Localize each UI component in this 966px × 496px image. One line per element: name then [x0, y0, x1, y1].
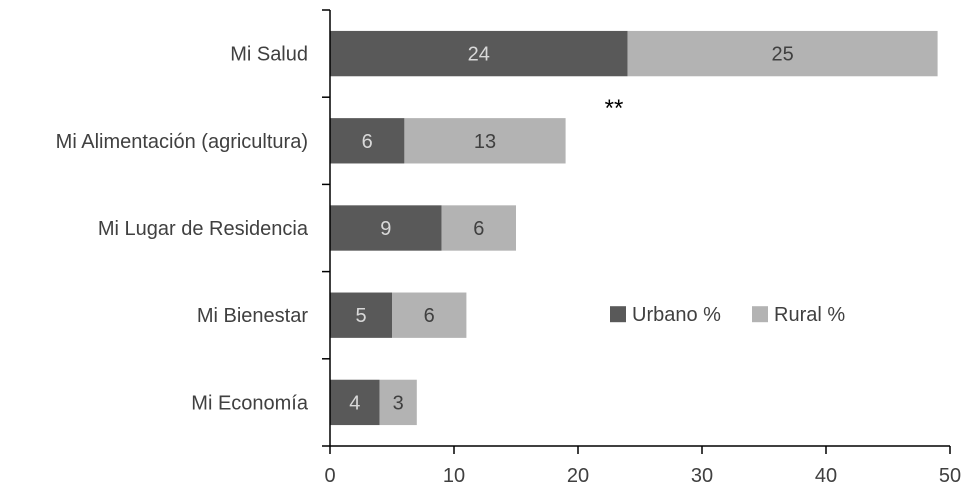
data-label-rural-mi-salud: 25 — [771, 44, 793, 66]
legend-label-urbano: Urbano % — [632, 304, 721, 326]
category-label-mi-lugar-de-residencia: Mi Lugar de Residencia — [98, 218, 309, 240]
bars-layer — [330, 30, 938, 426]
axes-layer: 0 10 20 30 40 50 — [322, 9, 961, 487]
data-label-urbano-mi-bienestar: 5 — [355, 305, 366, 327]
bar-urbano-mi-salud — [330, 30, 628, 77]
bar-urbano-mi-lugar-de-residencia — [330, 205, 442, 251]
data-label-urbano-mi-alimentacion-agricultura: 6 — [362, 131, 373, 153]
category-label-mi-economia: Mi Economía — [191, 392, 309, 414]
x-tick-label-40: 40 — [815, 465, 837, 487]
legend: Urbano % Rural % — [610, 304, 845, 326]
data-label-urbano-mi-economia: 4 — [349, 392, 360, 414]
category-label-mi-salud: Mi Salud — [230, 44, 308, 66]
bar-rural-mi-economia — [379, 379, 417, 426]
x-tick-label-20: 20 — [567, 465, 589, 487]
category-label-mi-bienestar: Mi Bienestar — [197, 305, 308, 327]
bar-rural-mi-salud — [627, 30, 938, 77]
annotation-significance: ** — [605, 95, 624, 122]
legend-label-rural: Rural % — [774, 304, 845, 326]
bar-rural-mi-lugar-de-residencia — [441, 205, 516, 251]
legend-swatch-rural — [752, 306, 768, 323]
data-label-urbano-mi-lugar-de-residencia: 9 — [380, 218, 391, 240]
x-tick-label-50: 50 — [939, 465, 961, 487]
category-label-mi-alimentacion-agricultura: Mi Alimentación (agricultura) — [56, 131, 308, 153]
x-tick-label-0: 0 — [324, 465, 335, 487]
bar-urbano-mi-alimentacion-agricultura — [330, 118, 405, 164]
legend-swatch-urbano — [610, 306, 626, 323]
data-label-urbano-mi-salud: 24 — [468, 44, 490, 66]
bar-rural-mi-alimentacion-agricultura — [404, 118, 566, 164]
x-tick-label-30: 30 — [691, 465, 713, 487]
bar-urbano-mi-economia — [330, 379, 380, 426]
data-label-rural-mi-lugar-de-residencia: 6 — [473, 218, 484, 240]
data-label-rural-mi-economia: 3 — [393, 392, 404, 414]
data-label-rural-mi-bienestar: 6 — [424, 305, 435, 327]
bar-rural-mi-bienestar — [392, 292, 467, 338]
labels-layer: 24 25 Mi Salud 6 13 Mi Alimentación (agricult… — [56, 44, 794, 415]
data-label-rural-mi-alimentacion-agricultura: 13 — [474, 131, 496, 153]
x-tick-label-10: 10 — [443, 465, 465, 487]
bar-urbano-mi-bienestar — [330, 292, 392, 338]
